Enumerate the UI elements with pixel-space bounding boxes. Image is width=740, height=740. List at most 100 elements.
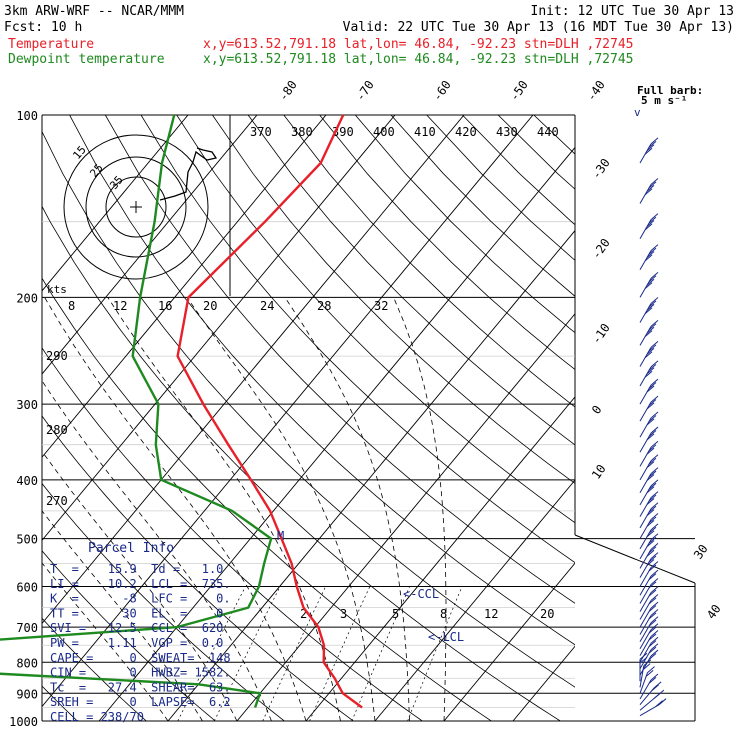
series-line-dewpoint: [0, 114, 273, 708]
parcel-row: CELL = 238/70: [50, 710, 144, 724]
parcel-row: SREH = 0 LAPSE= 6.2: [50, 695, 231, 709]
wind-barb: [639, 491, 659, 517]
wind-barb-flag: [650, 578, 659, 585]
isotherm-label-30: 30: [691, 542, 711, 562]
speed-tick-20: 20: [203, 299, 217, 313]
moist-adiabat--10: [42, 562, 169, 721]
wind-barb-flag: [644, 351, 653, 359]
mixing-ratio-label-12: 12: [484, 607, 498, 621]
speed-tick-8: 8: [68, 299, 75, 313]
full-barb-note: Full barb:: [637, 84, 703, 97]
dry-adiabat-420: [354, 115, 575, 334]
theta-label-410: 410: [414, 125, 436, 139]
isotherm--70: [42, 115, 258, 375]
wind-barb-flag: [650, 630, 659, 637]
wind-barb-flag: [653, 681, 662, 689]
wind-barb-flag: [647, 666, 655, 673]
wind-barb-flag: [646, 447, 655, 455]
parcel-row: CIN = 0 HWBZ= 1582.: [50, 666, 231, 680]
wind-barb-flag: [650, 561, 659, 568]
wind-barb: [639, 178, 659, 204]
isotherm-label--20: -20: [589, 236, 613, 262]
pressure-label-800: 800: [16, 656, 38, 670]
forecast-hour: Fcst: 10 h: [4, 20, 82, 35]
wind-barb-flag: [648, 470, 657, 478]
ccl-annotation: <-CCL: [403, 587, 439, 601]
wind-barb: [639, 533, 659, 560]
mixing-ratio-lines: [177, 586, 463, 721]
wind-barb-flag: [648, 457, 657, 465]
wind-barb-flag: [646, 184, 655, 192]
wind-barbs: v: [634, 106, 667, 717]
wind-barb-flag: [644, 307, 653, 315]
wind-barb-flag: [650, 395, 659, 403]
wind-barb-flag: [648, 399, 657, 406]
wind-barb: [639, 360, 659, 387]
wind-barb: [639, 244, 659, 270]
isotherm-label--40: -40: [584, 78, 608, 104]
speed-tick-12: 12: [113, 299, 127, 313]
mixing-ratio-8: [309, 586, 371, 721]
wind-barb-flag: [650, 491, 659, 498]
dry-adiabat-450: [462, 115, 575, 226]
wind-barb-flag: [648, 415, 657, 422]
isotherm-label-0: 0: [589, 403, 605, 417]
wind-barb: [639, 426, 659, 453]
dry-adiabat-400: [283, 115, 575, 408]
pressure-label-300: 300: [16, 398, 38, 412]
wind-barb-flag: [650, 244, 659, 252]
dry-adiabat-460: [497, 115, 575, 190]
wind-barb-flag: [648, 677, 657, 684]
dry-adiabat-300: [42, 347, 423, 721]
wind-barb-flag: [648, 444, 657, 452]
isotherm-label-40: 40: [704, 602, 724, 622]
wind-barb-flag: [648, 494, 657, 502]
wind-barb-flag: [651, 684, 659, 692]
speed-tick-28: 28: [317, 299, 331, 313]
wind-barb-flag: [646, 498, 655, 505]
lcl-annotation: <-LCL: [428, 630, 464, 644]
wind-barb-flag: [648, 633, 657, 641]
mixing-ratio-5: [262, 586, 326, 721]
mixing-ratio-label-8: 8: [440, 607, 447, 621]
theta-label-420: 420: [455, 125, 477, 139]
wind-barb: [639, 578, 659, 604]
model-title: 3km ARW-WRF -- NCAR/MMM: [4, 4, 184, 19]
dry-adiabat-440: [426, 115, 575, 261]
parcel-info-box: Parcel Info T = 15.9 Td = 1.0LI = 10.2 LC…: [50, 541, 231, 724]
wind-barb: [639, 649, 659, 676]
wind-barb: [639, 586, 659, 612]
wind-barb: [639, 440, 659, 467]
theta-label-430: 430: [496, 125, 518, 139]
wind-barb-flag: [650, 616, 659, 624]
wind-barb-flag: [648, 323, 657, 331]
wind-barb-flag: [650, 479, 659, 487]
parcel-row: LI = 10.2 LCL = 735.: [50, 577, 231, 591]
isotherm-label-10: 10: [589, 462, 609, 482]
wind-barb-flag: [646, 220, 655, 227]
wind-barb-flag: [648, 516, 657, 524]
moist-adiabat-5: [42, 380, 272, 721]
mixing-ratio-20: [407, 586, 463, 721]
pressure-label-100: 100: [16, 109, 38, 123]
wind-barb-flag: [646, 530, 655, 538]
wind-barb: [639, 609, 659, 635]
parcel-row: T = 15.9 Td = 1.0: [50, 562, 223, 576]
dry-adiabat-280: [42, 482, 285, 721]
wind-barb-flag: [650, 454, 659, 462]
wind-barb-flag: [648, 564, 657, 572]
isotherm-10: [305, 396, 575, 721]
wind-barb-flag: [650, 426, 659, 434]
wind-barb: [639, 666, 655, 694]
moist-adiabat-25: [284, 297, 410, 721]
dry-adiabat-390: [247, 115, 575, 446]
isotherm-40: [512, 645, 575, 721]
wind-barb-flag: [646, 418, 655, 426]
wind-barb-flag: [646, 509, 655, 517]
isotherm-label--50: -50: [507, 78, 531, 104]
dry-adiabat-380: [212, 115, 575, 484]
speed-tick-24: 24: [260, 299, 274, 313]
